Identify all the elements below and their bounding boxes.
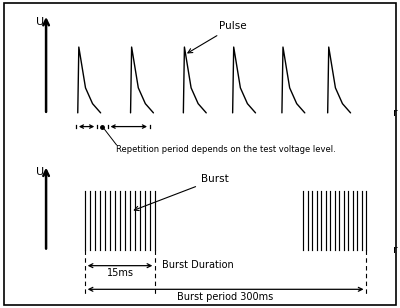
Text: U: U [36, 167, 44, 177]
Text: Burst: Burst [134, 174, 229, 211]
Text: Repetition period depends on the test voltage level.: Repetition period depends on the test vo… [116, 145, 336, 154]
Text: 15ms: 15ms [106, 268, 134, 278]
Text: U: U [36, 17, 44, 27]
Text: Pulse: Pulse [188, 22, 246, 53]
Text: Burst Duration: Burst Duration [162, 260, 234, 270]
Text: Burst period 300ms: Burst period 300ms [178, 292, 274, 302]
Text: r: r [393, 245, 398, 255]
Text: r: r [393, 108, 398, 118]
